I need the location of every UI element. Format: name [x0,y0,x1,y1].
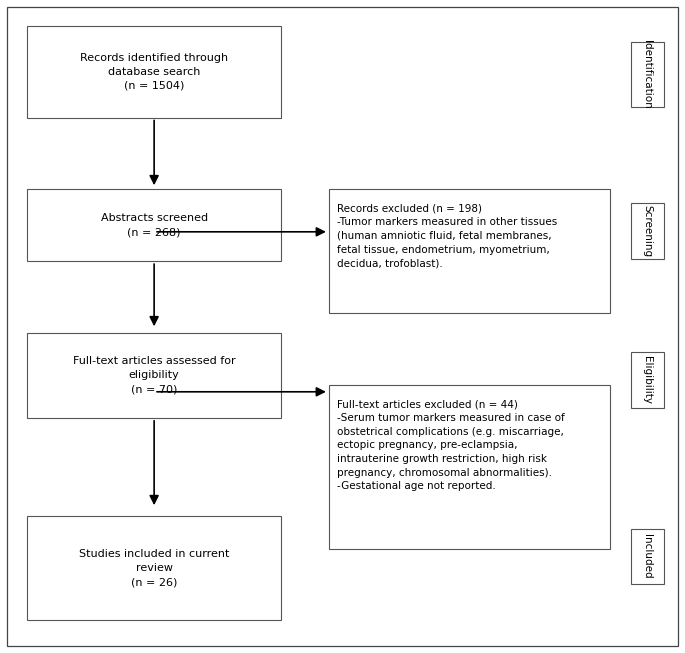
Text: Records excluded (n = 198)
-Tumor markers measured in other tissues
(human amnio: Records excluded (n = 198) -Tumor marker… [337,204,558,268]
Text: Studies included in current
review
(n = 26): Studies included in current review (n = … [79,549,229,587]
Bar [27,516,281,620]
Bar [27,333,281,418]
Bar [631,529,664,584]
Text: Abstracts screened
(n = 268): Abstracts screened (n = 268) [101,214,208,237]
Bar [27,26,281,118]
Text: Screening: Screening [643,205,652,257]
Bar [329,385,610,549]
Bar [631,42,664,107]
Bar [631,353,664,407]
Bar [27,189,281,261]
Text: Full-text articles excluded (n = 44)
-Serum tumor markers measured in case of
ob: Full-text articles excluded (n = 44) -Se… [337,400,564,491]
Text: Records identified through
database search
(n = 1504): Records identified through database sear… [80,53,228,91]
Text: Included: Included [643,534,652,579]
Text: Identification: Identification [643,40,652,109]
Text: Full-text articles assessed for
eligibility
(n = 70): Full-text articles assessed for eligibil… [73,357,236,394]
Bar [329,189,610,313]
Text: Eligibility: Eligibility [643,356,652,404]
Bar [631,203,664,259]
